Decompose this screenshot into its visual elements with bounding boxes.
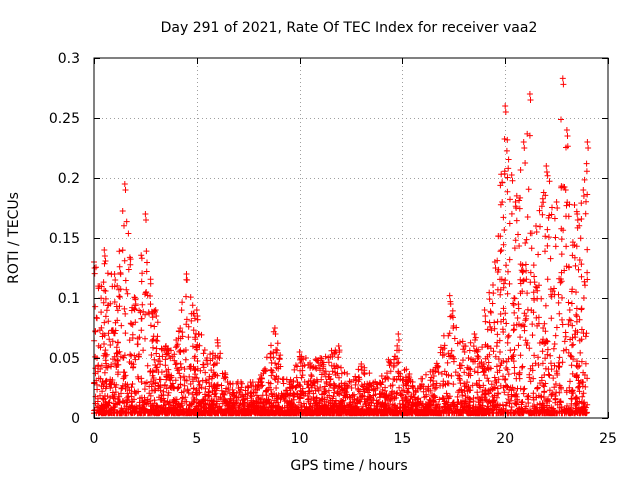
y-tick-label: 0 (71, 411, 80, 427)
axis-ticks (94, 58, 609, 419)
x-tick-label: 20 (496, 431, 514, 447)
y-tick-label: 0.15 (49, 231, 80, 247)
x-tick-label: 10 (291, 431, 309, 447)
y-tick-label: 0.3 (58, 51, 80, 67)
x-tick-label: 0 (90, 431, 99, 447)
x-tick-label: 15 (393, 431, 411, 447)
chart-title: Day 291 of 2021, Rate Of TEC Index for r… (161, 20, 538, 36)
y-tick-label: 0.2 (58, 171, 80, 187)
y-tick-label: 0.05 (49, 351, 80, 367)
y-tick-label: 0.25 (49, 111, 80, 127)
grid-lines (94, 58, 608, 418)
roti-points (91, 75, 592, 417)
x-axis-label: GPS time / hours (290, 458, 407, 474)
y-axis-label: ROTI / TECUs (6, 192, 22, 284)
tick-labels: 0 5 10 15 20 25 0 0.05 0.1 0.15 0.2 0.25 0.3 (49, 51, 617, 447)
x-tick-label: 25 (599, 431, 617, 447)
data-points (91, 75, 592, 417)
y-tick-label: 0.1 (58, 291, 80, 307)
x-tick-label: 5 (192, 431, 201, 447)
